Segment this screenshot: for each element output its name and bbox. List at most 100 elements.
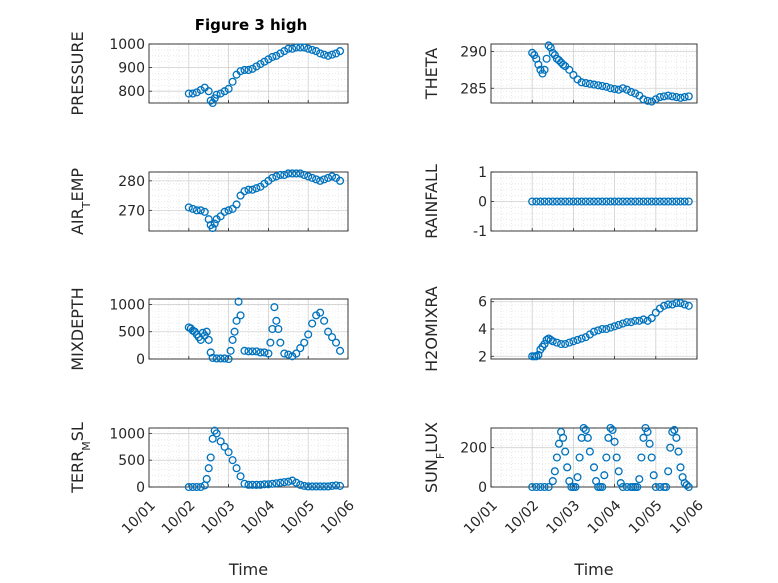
x-axis-label: Time [228,560,268,579]
data-point [536,197,545,206]
data-point [324,327,333,336]
data-point [272,172,281,181]
subplot-terr-msl: 0 500 1000 TERRMSL 10/01 10/02 10/03 10/04 10/05… [68,422,358,579]
data-point [308,482,317,491]
data-point [206,453,215,462]
data-point [268,52,277,62]
data-point [236,311,245,320]
y-axis-label: RAINFALL [422,164,441,239]
data-point [676,299,685,308]
data-point [583,433,592,442]
data-point [256,60,265,69]
data-point [252,480,261,489]
data-point [292,478,301,487]
data-point [647,314,656,323]
data-point [252,62,261,71]
data-point [196,85,205,95]
data-point [540,482,549,492]
data-point [622,197,632,206]
data-point [594,81,603,90]
data-point [639,197,648,206]
data-point [328,481,337,490]
data-point [292,169,301,178]
data-point [188,482,197,492]
data-point [579,423,588,433]
x-tick-label: 10/02 [502,498,542,538]
y-tick-label: 200 [460,441,487,457]
data-point [220,87,229,96]
data-point [212,429,221,438]
data-point [645,439,654,448]
data-point [276,478,285,487]
data-point [244,480,253,489]
data-point [300,170,309,180]
data-point [548,337,557,346]
data-point [614,197,623,206]
data-point [600,471,609,480]
data-point [602,197,611,206]
x-tick-label: 10/04 [238,498,278,538]
y-axis-label: AIRTEMP [68,168,93,235]
data-point [276,170,285,180]
data-point [220,207,229,216]
data-point [618,482,627,492]
data-point [548,197,557,206]
data-point [304,330,313,339]
data-point [284,169,293,178]
data-point [610,197,619,206]
data-point [680,300,689,309]
data-point [196,206,205,215]
data-point [556,339,566,349]
data-point [532,197,541,206]
data-point [548,48,557,57]
data-point [598,197,607,206]
x-tick-label: 10/06 [667,498,707,538]
data-point [684,482,693,492]
data-point [668,300,677,309]
data-point [561,197,570,206]
data-point [577,334,586,343]
data-point [571,482,580,492]
data-point [248,480,257,489]
data-point [552,453,561,462]
data-point [618,84,627,93]
data-point [280,47,289,56]
data-point [676,463,685,472]
data-point [664,467,673,476]
data-point [569,197,578,206]
data-point [184,203,193,212]
data-point [196,482,205,492]
data-point [651,95,660,104]
data-point [662,482,671,492]
data-point [637,453,646,462]
data-point [651,482,660,492]
data-point [280,170,289,180]
data-point [284,350,293,359]
y-tick-label: 0 [136,352,145,368]
data-point [216,354,225,363]
data-point [577,197,586,206]
data-point [252,184,261,193]
data-point [320,482,329,491]
data-point [668,197,677,206]
x-tick-label: 10/03 [543,498,583,538]
data-point [684,197,693,206]
data-point [627,87,636,96]
data-point [680,197,689,206]
data-point [528,48,537,57]
y-tick-label: 4 [478,322,487,338]
data-point [548,477,557,486]
data-point [324,482,333,491]
data-point [598,324,607,334]
data-point [651,197,660,206]
data-point [672,197,681,206]
data-point [635,197,644,206]
data-point [260,57,269,66]
data-point [606,197,615,206]
data-point [606,323,615,332]
data-point [304,44,313,53]
data-point [672,433,681,442]
y-tick-label: 0 [478,195,487,211]
data-point [188,204,197,213]
data-point [204,464,213,473]
